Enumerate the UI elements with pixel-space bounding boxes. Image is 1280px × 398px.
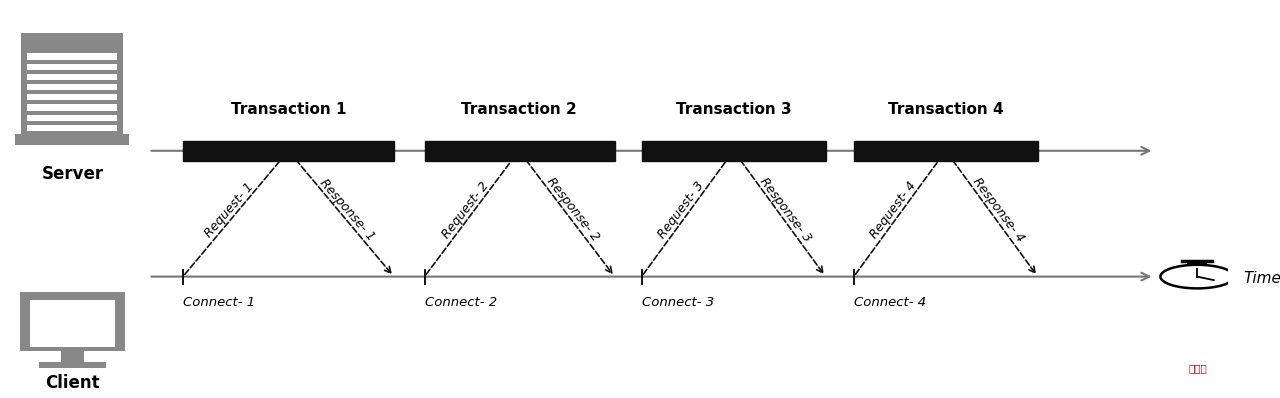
Bar [27,94,116,100]
Text: Transaction 3: Transaction 3 [676,102,791,117]
Text: Transaction 2: Transaction 2 [461,102,577,117]
Text: Time: Time [1244,271,1280,286]
Text: Response- 4: Response- 4 [969,175,1027,244]
Bar [38,362,106,368]
Bar [183,141,394,161]
Bar [27,104,116,111]
Bar [27,53,116,60]
Bar [20,33,123,135]
Text: Request- 2: Request- 2 [440,179,492,240]
Bar [20,292,124,351]
Text: Response- 1: Response- 1 [317,176,378,243]
Bar [27,115,116,121]
Text: Connect- 1: Connect- 1 [183,296,255,309]
Bar [1188,261,1207,265]
Text: Request- 3: Request- 3 [655,179,707,241]
Text: Response- 3: Response- 3 [758,175,814,244]
Bar [31,300,115,347]
Text: Response- 2: Response- 2 [544,176,602,244]
Bar [27,84,116,90]
Text: Client: Client [45,374,100,392]
Bar [15,134,129,145]
Text: Server: Server [41,164,104,183]
Text: Request- 4: Request- 4 [868,179,919,241]
Text: Transaction 4: Transaction 4 [888,102,1004,117]
Bar [425,141,614,161]
Bar [641,141,826,161]
Text: Connect- 4: Connect- 4 [854,296,925,309]
Text: Transaction 1: Transaction 1 [230,102,346,117]
Bar [27,125,116,131]
Text: php: php [1169,363,1192,373]
Text: Connect- 2: Connect- 2 [425,296,497,309]
Bar [27,74,116,80]
Text: Request- 1: Request- 1 [202,180,256,240]
Bar [27,64,116,70]
Bar [61,350,83,363]
Bar [854,141,1038,161]
Text: 中文网: 中文网 [1189,363,1207,373]
Text: Connect- 3: Connect- 3 [641,296,714,309]
